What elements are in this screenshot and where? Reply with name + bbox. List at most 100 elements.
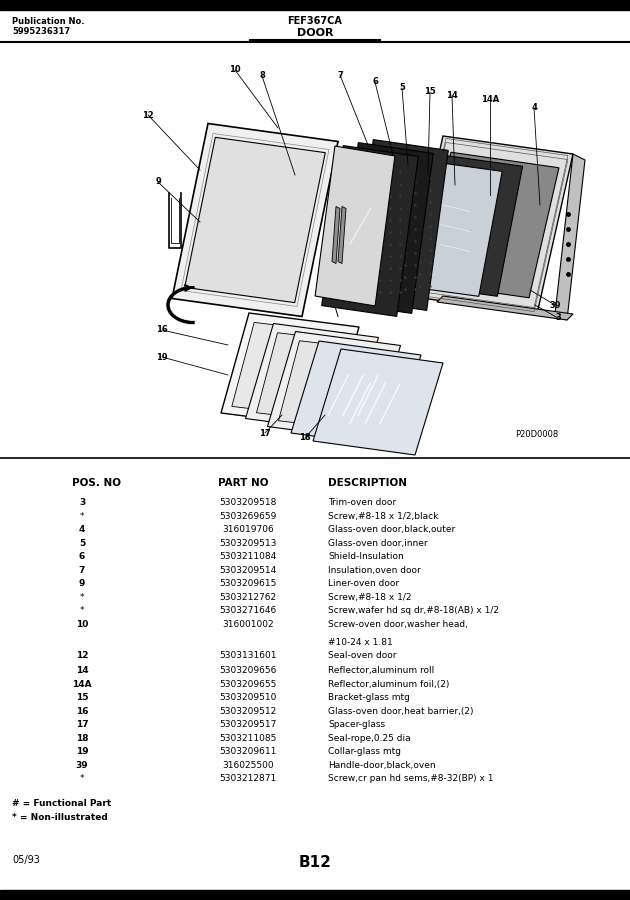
Text: 5303269659: 5303269659 bbox=[219, 512, 277, 521]
Polygon shape bbox=[322, 146, 418, 317]
Text: Reflector,aluminum roll: Reflector,aluminum roll bbox=[328, 666, 434, 675]
Polygon shape bbox=[555, 154, 585, 320]
Text: Shield-Insulation: Shield-Insulation bbox=[328, 553, 404, 562]
Text: 14A: 14A bbox=[481, 95, 499, 104]
Text: 16: 16 bbox=[76, 706, 88, 716]
Text: *: * bbox=[80, 607, 84, 616]
Polygon shape bbox=[407, 136, 573, 314]
Polygon shape bbox=[185, 138, 325, 302]
Text: 7: 7 bbox=[79, 566, 85, 575]
Text: 5303209514: 5303209514 bbox=[219, 566, 277, 575]
Text: 5303209510: 5303209510 bbox=[219, 693, 277, 702]
Text: 316001002: 316001002 bbox=[222, 620, 274, 629]
Text: DOOR: DOOR bbox=[297, 28, 333, 38]
Text: 4: 4 bbox=[531, 104, 537, 112]
Polygon shape bbox=[246, 323, 379, 433]
Polygon shape bbox=[421, 152, 559, 298]
Text: 5303211084: 5303211084 bbox=[219, 553, 277, 562]
Text: 16: 16 bbox=[156, 326, 168, 335]
Text: 10: 10 bbox=[76, 620, 88, 629]
Text: Bracket-glass mtg: Bracket-glass mtg bbox=[328, 693, 410, 702]
Text: 17: 17 bbox=[259, 428, 271, 437]
Text: 316025500: 316025500 bbox=[222, 760, 274, 770]
Text: Glass-oven door,heat barrier,(2): Glass-oven door,heat barrier,(2) bbox=[328, 706, 474, 716]
Text: Screw,#8-18 x 1/2: Screw,#8-18 x 1/2 bbox=[328, 593, 411, 602]
Polygon shape bbox=[352, 140, 449, 310]
Text: 17: 17 bbox=[76, 720, 88, 729]
Text: 5303209513: 5303209513 bbox=[219, 539, 277, 548]
Text: B12: B12 bbox=[299, 855, 331, 870]
Bar bbox=[0, 0, 630, 10]
Text: * = Non-illustrated: * = Non-illustrated bbox=[12, 813, 108, 822]
Text: 12: 12 bbox=[142, 111, 154, 120]
Text: 5: 5 bbox=[399, 84, 405, 93]
Text: 6: 6 bbox=[79, 553, 85, 562]
Text: 5303212762: 5303212762 bbox=[219, 593, 277, 602]
Text: 5303271646: 5303271646 bbox=[219, 607, 277, 616]
Text: 6: 6 bbox=[372, 77, 378, 86]
Text: 05/93: 05/93 bbox=[12, 855, 40, 865]
Text: Publication No.: Publication No. bbox=[12, 17, 84, 26]
Text: Spacer-glass: Spacer-glass bbox=[328, 720, 385, 729]
Text: 19: 19 bbox=[76, 747, 88, 756]
Text: P20D0008: P20D0008 bbox=[515, 430, 558, 439]
Text: Screw,wafer hd sq dr,#8-18(AB) x 1/2: Screw,wafer hd sq dr,#8-18(AB) x 1/2 bbox=[328, 607, 499, 616]
Text: 39: 39 bbox=[549, 301, 561, 310]
Text: 5995236317: 5995236317 bbox=[12, 27, 70, 36]
Text: 5303209656: 5303209656 bbox=[219, 666, 277, 675]
Text: 5: 5 bbox=[79, 539, 85, 548]
Text: 18: 18 bbox=[299, 434, 311, 443]
Polygon shape bbox=[278, 341, 389, 431]
Text: 14A: 14A bbox=[72, 680, 92, 688]
Text: Liner-oven door: Liner-oven door bbox=[328, 580, 399, 589]
Text: 5303211085: 5303211085 bbox=[219, 734, 277, 742]
Text: 39: 39 bbox=[76, 760, 88, 770]
Text: *: * bbox=[80, 593, 84, 602]
Text: 8: 8 bbox=[259, 71, 265, 80]
Text: 10: 10 bbox=[229, 66, 241, 75]
Text: *: * bbox=[80, 774, 84, 783]
Text: 19: 19 bbox=[156, 353, 168, 362]
Text: 14: 14 bbox=[446, 91, 458, 100]
Text: 18: 18 bbox=[76, 734, 88, 742]
Text: Screw-oven door,washer head,: Screw-oven door,washer head, bbox=[328, 620, 468, 629]
Polygon shape bbox=[437, 296, 573, 320]
Text: *: * bbox=[80, 512, 84, 521]
Text: 14: 14 bbox=[76, 666, 88, 675]
Polygon shape bbox=[315, 146, 395, 306]
Bar bbox=[0, 890, 630, 900]
Text: DESCRIPTION: DESCRIPTION bbox=[328, 478, 407, 488]
Text: 3: 3 bbox=[555, 313, 561, 322]
Text: 9: 9 bbox=[155, 177, 161, 186]
Text: Seal-oven door: Seal-oven door bbox=[328, 652, 396, 661]
Text: Glass-oven door,black,outer: Glass-oven door,black,outer bbox=[328, 526, 455, 535]
Text: 5303209655: 5303209655 bbox=[219, 680, 277, 688]
Polygon shape bbox=[232, 322, 348, 418]
Text: Insulation,oven door: Insulation,oven door bbox=[328, 566, 421, 575]
Text: #10-24 x 1.81: #10-24 x 1.81 bbox=[328, 638, 392, 647]
Polygon shape bbox=[394, 159, 502, 296]
Text: Trim-oven door: Trim-oven door bbox=[328, 499, 396, 508]
Text: Screw,#8-18 x 1/2,black: Screw,#8-18 x 1/2,black bbox=[328, 512, 438, 521]
Text: 5303209611: 5303209611 bbox=[219, 747, 277, 756]
Polygon shape bbox=[221, 313, 359, 427]
Polygon shape bbox=[268, 331, 401, 440]
Text: 15: 15 bbox=[424, 87, 436, 96]
Text: 5303209615: 5303209615 bbox=[219, 580, 277, 589]
Text: PART NO: PART NO bbox=[218, 478, 268, 488]
Text: FEF367CA: FEF367CA bbox=[287, 16, 343, 26]
Text: Glass-oven door,inner: Glass-oven door,inner bbox=[328, 539, 428, 548]
Text: Screw,cr pan hd sems,#8-32(BP) x 1: Screw,cr pan hd sems,#8-32(BP) x 1 bbox=[328, 774, 493, 783]
Text: # = Functional Part: # = Functional Part bbox=[12, 798, 112, 807]
Polygon shape bbox=[172, 123, 338, 317]
Polygon shape bbox=[338, 206, 346, 264]
Text: POS. NO: POS. NO bbox=[72, 478, 121, 488]
Text: 7: 7 bbox=[337, 70, 343, 79]
Text: Collar-glass mtg: Collar-glass mtg bbox=[328, 747, 401, 756]
Text: Handle-door,black,oven: Handle-door,black,oven bbox=[328, 760, 435, 770]
Polygon shape bbox=[336, 142, 433, 313]
Text: 5303212871: 5303212871 bbox=[219, 774, 277, 783]
Text: Seal-rope,0.25 dia: Seal-rope,0.25 dia bbox=[328, 734, 411, 742]
Text: 12: 12 bbox=[76, 652, 88, 661]
Text: 15: 15 bbox=[76, 693, 88, 702]
